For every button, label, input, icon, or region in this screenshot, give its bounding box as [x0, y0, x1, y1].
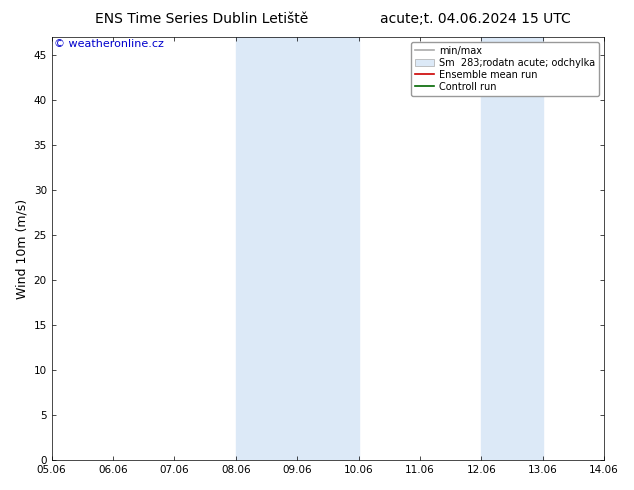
Bar [481, 37, 512, 460]
Text: ENS Time Series Dublin Letiště: ENS Time Series Dublin Letiště [95, 12, 308, 26]
Bar [512, 37, 543, 460]
Bar [236, 37, 297, 460]
Legend: min/max, Sm  283;rodatn acute; odchylka, Ensemble mean run, Controll run: min/max, Sm 283;rodatn acute; odchylka, … [411, 42, 599, 96]
Text: © weatheronline.cz: © weatheronline.cz [55, 39, 164, 49]
Y-axis label: Wind 10m (m/s): Wind 10m (m/s) [15, 198, 28, 299]
Text: acute;t. 04.06.2024 15 UTC: acute;t. 04.06.2024 15 UTC [380, 12, 571, 26]
Bar [297, 37, 359, 460]
